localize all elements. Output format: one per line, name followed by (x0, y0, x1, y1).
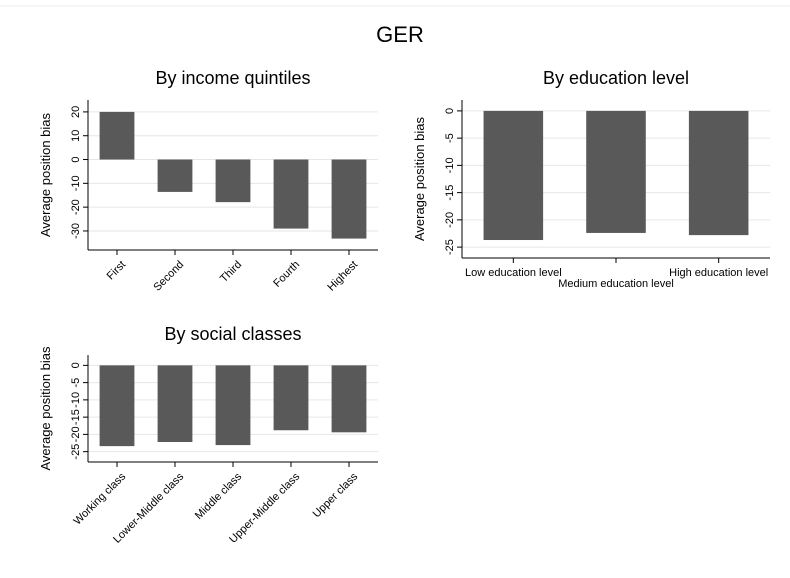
bar (586, 110, 646, 233)
y-tick-label: -5 (444, 133, 456, 143)
bar (273, 365, 309, 431)
bar (99, 365, 135, 447)
x-tick-label: Working class (71, 470, 128, 527)
x-tick-label: Fourth (271, 259, 302, 290)
bar (273, 159, 309, 229)
bar (215, 365, 251, 446)
bar (215, 159, 251, 203)
y-tick-label: -30 (70, 223, 82, 239)
chart-title: By income quintiles (155, 68, 310, 88)
y-tick-label: -15 (70, 409, 82, 425)
x-tick-label: High education level (669, 267, 768, 279)
y-tick-label: -10 (70, 392, 82, 408)
y-axis-label: Average position bias (38, 346, 53, 471)
bar (331, 159, 367, 239)
figure-title: GER (376, 22, 424, 47)
x-tick-label: Highest (325, 259, 360, 294)
y-tick-label: 0 (444, 108, 456, 114)
y-tick-label: -20 (444, 212, 456, 228)
y-tick-label: -20 (70, 426, 82, 442)
y-tick-label: -10 (444, 157, 456, 173)
y-tick-label: -25 (444, 239, 456, 255)
y-axis-label: Average position bias (38, 112, 53, 237)
y-tick-label: 20 (70, 106, 82, 118)
x-tick-label: Third (218, 259, 244, 285)
y-tick-label: -10 (70, 175, 82, 191)
x-tick-label: Medium education level (558, 278, 674, 290)
chart-title: By social classes (164, 324, 301, 344)
y-tick-label: -25 (70, 444, 82, 460)
y-tick-label: -5 (70, 378, 82, 388)
y-tick-label: -20 (70, 199, 82, 215)
y-tick-label: 0 (70, 156, 82, 162)
bar (99, 111, 135, 160)
x-tick-label: Low education level (465, 267, 562, 279)
x-tick-label: Second (151, 259, 186, 294)
y-tick-label: 10 (70, 130, 82, 142)
y-tick-label: 0 (70, 362, 82, 368)
y-axis-label: Average position bias (412, 116, 427, 241)
bar (157, 159, 193, 192)
bar (483, 110, 544, 241)
chart-title: By education level (543, 68, 689, 88)
bar (331, 365, 367, 433)
bar (688, 110, 749, 236)
x-tick-label: Middle class (193, 470, 245, 522)
x-tick-label: Upper class (311, 470, 361, 520)
x-tick-label: First (105, 259, 129, 283)
y-tick-label: -15 (444, 185, 456, 201)
bar (157, 365, 193, 442)
